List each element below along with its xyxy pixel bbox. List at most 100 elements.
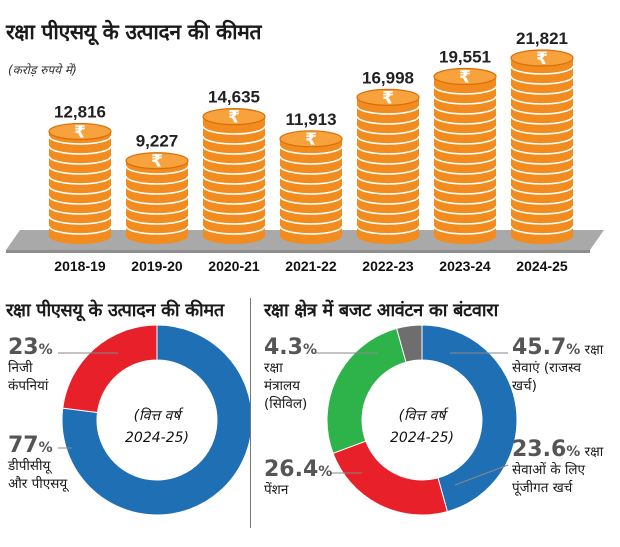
section-divider: [250, 298, 251, 528]
coin-top: [510, 49, 574, 67]
category-label: 2022-23: [362, 258, 414, 274]
coin-edge: [48, 135, 112, 145]
coin-edge: [202, 175, 266, 185]
sector-label-psu: 77% डीपीसीयू और पीएसयू: [8, 435, 67, 493]
psu-pct: 77: [8, 433, 39, 458]
coin-edge: [125, 165, 189, 175]
coin-edge: [510, 65, 574, 75]
coin-top: [279, 130, 343, 148]
coin-edge: [48, 205, 112, 215]
coin-edge: [279, 155, 343, 165]
coin-stack: ₹12,816: [48, 102, 112, 244]
budget-center-line2: 2024-25): [390, 430, 454, 446]
chart-title: रक्षा पीएसयू के उत्पादन की कीमत: [6, 20, 262, 44]
coin-edge: [433, 105, 497, 115]
coin-edge: [356, 145, 420, 155]
capital-label-line1: रक्षा: [584, 444, 604, 460]
sector-donut-chart: [58, 325, 250, 516]
category-label: 2020-21: [208, 258, 260, 274]
coin-stack-body: [357, 97, 419, 244]
coin-edge: [356, 195, 420, 205]
coin-edge: [279, 195, 343, 205]
coin-edge: [279, 145, 343, 155]
budget-donut-chart: [312, 325, 518, 516]
pension-pct: 26.4: [264, 457, 319, 482]
rupee-icon: ₹: [74, 122, 86, 142]
coin-edge: [356, 155, 420, 165]
coin-edge: [510, 95, 574, 105]
coin-stack: ₹14,635: [202, 88, 266, 244]
donut-slice: [396, 325, 423, 363]
coin-edge: [510, 215, 574, 225]
sector-label-private: 23% निजी कंपनियां: [8, 337, 53, 395]
category-label: 2019-20: [131, 258, 183, 274]
coin-top: [202, 108, 266, 126]
category-label: 2018-19: [54, 258, 106, 274]
coin-edge: [125, 175, 189, 185]
ministry-pct: 4.3: [264, 335, 303, 360]
coin-edge: [433, 145, 497, 155]
ministry-label-line1: रक्षा: [264, 360, 283, 376]
revenue-label-line1: रक्षा: [584, 342, 604, 358]
coin-edge: [356, 125, 420, 135]
bar-value-label: 14,635: [208, 88, 260, 107]
coin-edge: [356, 205, 420, 215]
coin-edge: [48, 145, 112, 155]
coin-edge: [356, 135, 420, 145]
coin-edge: [356, 215, 420, 225]
coin-stack-body: [434, 76, 496, 244]
budget-label-pension: 26.4% पेंशन: [264, 459, 332, 499]
coin-edge: [48, 195, 112, 205]
coin-edge: [510, 185, 574, 195]
coin-edge: [356, 105, 420, 115]
coin-edge: [279, 175, 343, 185]
platform-edge: [6, 250, 590, 253]
coin-edge: [510, 75, 574, 85]
coin-edge: [125, 185, 189, 195]
coin-edge: [510, 225, 574, 235]
donut-slice: [332, 440, 448, 516]
donut-slice: [61, 325, 250, 516]
sector-chart-title: रक्षा पीएसयू के उत्पादन की कीमत: [6, 300, 224, 321]
coin-stack-body: [511, 58, 573, 244]
coin-edge: [48, 185, 112, 195]
sector-center-line2: 2024-25): [125, 430, 189, 446]
coin-edge: [279, 215, 343, 225]
revenue-pct: 45.7: [512, 335, 567, 360]
coin-edge: [510, 145, 574, 155]
coin-edge: [510, 115, 574, 125]
coin-top: [356, 88, 420, 106]
coin-edge: [279, 225, 343, 235]
coin-stack: ₹21,821: [510, 29, 574, 244]
ministry-label-line2: मंत्रालय: [264, 378, 301, 394]
coin-edge: [125, 225, 189, 235]
coin-edge: [356, 165, 420, 175]
rupee-icon: ₹: [382, 88, 394, 108]
bar-value-label: 19,551: [439, 48, 491, 67]
coin-edge: [510, 105, 574, 115]
ministry-pct-sign: %: [302, 342, 318, 358]
coin-edge: [48, 165, 112, 175]
coin-top: [433, 67, 497, 86]
rupee-icon: ₹: [228, 108, 240, 128]
bar-value-label: 11,913: [285, 110, 336, 129]
coin-edge: [202, 205, 266, 215]
bar-value-label: 9,227: [136, 132, 179, 151]
pension-label-line1: पेंशन: [264, 482, 289, 498]
coin-edge: [510, 135, 574, 145]
coin-edge: [510, 165, 574, 175]
coin-edge: [510, 205, 574, 215]
coin-edge: [510, 85, 574, 95]
rupee-icon: ₹: [151, 152, 163, 172]
coin-edge: [202, 225, 266, 235]
leader-line: [454, 464, 509, 486]
category-label: 2021-22: [285, 258, 337, 274]
coin-edge: [202, 195, 266, 205]
coin-stack-body: [280, 138, 342, 244]
coin-edge: [202, 155, 266, 165]
coin-edge: [433, 95, 497, 105]
coin-edge: [433, 125, 497, 135]
coin-edge: [510, 125, 574, 135]
coin-edge: [48, 175, 112, 185]
rupee-icon: ₹: [536, 49, 548, 69]
